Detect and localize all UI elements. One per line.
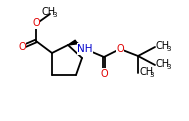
Text: CH: CH [139,67,153,77]
Text: NH: NH [77,44,93,54]
Text: 3: 3 [166,64,170,70]
Text: CH: CH [42,7,56,17]
Text: CH: CH [156,59,170,69]
Text: O: O [32,18,40,28]
Text: O: O [100,69,108,79]
Text: O: O [116,44,124,54]
Polygon shape [68,40,77,45]
Text: CH: CH [156,41,170,51]
Text: 3: 3 [166,46,170,52]
Text: O: O [18,42,26,52]
Text: 3: 3 [149,72,153,78]
Text: 3: 3 [53,12,57,18]
